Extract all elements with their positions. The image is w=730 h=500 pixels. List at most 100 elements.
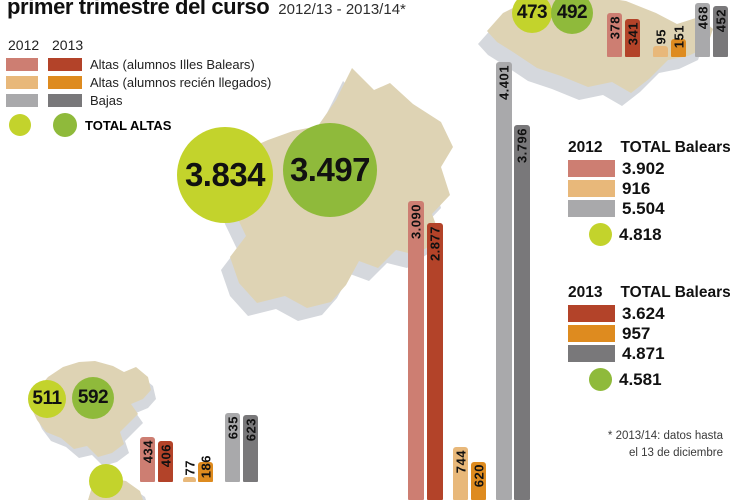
panel-2012-value-1: 916 [622, 178, 651, 198]
mallorca-bar-bajas-2012 [496, 62, 512, 500]
legend-row-3: TOTAL ALTAS [6, 113, 171, 137]
eivissa-bar-altas-ib-2013 [158, 441, 173, 482]
panel-2013-swatch-1 [568, 325, 615, 342]
panel-2012-row-0: 3.902 [568, 158, 665, 178]
panel-2012-title: TOTAL Balears [620, 139, 730, 156]
mallorca-bar-value-altas-ib-2012: 3.090 [408, 204, 424, 240]
panel-2012-row-2: 5.504 [568, 198, 665, 218]
eivissa-bar-altas-recien-2013 [198, 462, 213, 482]
eivissa-bar-bajas-2013 [243, 415, 258, 482]
panel-2013-swatch-2 [568, 345, 615, 362]
legend-label: Altas (alumnos Illes Balears) [90, 57, 255, 72]
title-period: 2012/13 - 2013/14* [278, 1, 406, 18]
panel-2012-swatch-1 [568, 180, 615, 197]
panel-2012-row-1: 916 [568, 178, 651, 198]
eivissa-bar-value-bajas-2012: 635 [225, 416, 240, 440]
eivissa-bar-value-altas-ib-2012: 434 [140, 440, 155, 464]
legend-swatch-2013 [48, 58, 82, 71]
panel-2013-value-2: 4.871 [622, 343, 665, 363]
legend-row-0: Altas (alumnos Illes Balears) [6, 57, 255, 72]
menorca-bar-value-altas-ib-2013: 341 [625, 22, 640, 46]
legend-swatch-2012 [9, 114, 31, 136]
mallorca-bar-bajas-2013 [514, 125, 530, 500]
panel-2012-swatch-2 [568, 200, 615, 217]
panel-2013-year: 2013 [568, 284, 603, 301]
menorca-bar-altas-recien-2012 [653, 46, 668, 57]
menorca-bar-altas-ib-2013 [625, 19, 640, 57]
eivissa-bar-value-altas-recien-2013: 186 [198, 455, 213, 479]
menorca-bar-value-altas-recien-2012: 95 [653, 29, 668, 45]
legend-year-2012: 2012 [8, 37, 40, 53]
panel-2012-header: 2012 TOTAL Balears [568, 139, 730, 157]
menorca-bar-altas-recien-2013 [671, 39, 686, 57]
mallorca-bar-altas-recien-2012 [453, 447, 468, 500]
panel-2013-value-1: 957 [622, 323, 651, 343]
panel-2013-swatch-0 [568, 305, 615, 322]
panel-2012-swatch-3 [589, 223, 612, 246]
legend-swatch-2012 [6, 58, 38, 71]
formentera-total-altas-2012 [89, 464, 123, 498]
panel-2013-row-0: 3.624 [568, 303, 665, 323]
panel-total-balears-2013: 2013 TOTAL Balears 3.624 957 4.871 4.581 [568, 284, 730, 391]
menorca-bar-bajas-2013 [713, 6, 728, 57]
legend-label: Bajas [90, 93, 123, 108]
panel-2013-value-3: 4.581 [619, 369, 662, 389]
menorca-bar-altas-ib-2012 [607, 13, 622, 57]
panel-2012-value-0: 3.902 [622, 158, 665, 178]
legend-swatch-2013 [53, 113, 77, 137]
panel-2013-value-0: 3.624 [622, 303, 665, 323]
eivissa-bar-value-altas-ib-2013: 406 [158, 444, 173, 468]
menorca-bar-value-altas-recien-2013: 151 [671, 25, 686, 49]
mallorca-total-altas-2013: 3.497 [283, 123, 377, 217]
footnote-line-2: el 13 de diciembre [629, 446, 723, 459]
eivissa-bar-value-bajas-2013: 623 [243, 418, 258, 442]
legend-year-2013: 2013 [52, 37, 84, 53]
legend-swatch-2013 [48, 76, 82, 89]
eivissa-total-altas-2013: 592 [72, 377, 114, 419]
legend-swatch-2012 [6, 94, 38, 107]
footnote-line-1: * 2013/14: datos hasta [607, 430, 723, 442]
mallorca-bar-altas-recien-2013 [471, 462, 486, 500]
menorca-bar-value-altas-ib-2012: 378 [607, 16, 622, 40]
panel-2012-row-3: 4.818 [568, 223, 662, 246]
eivissa-bar-value-altas-recien-2012: 77 [182, 460, 197, 476]
legend-row-2: Bajas [6, 93, 123, 108]
legend-label: Altas (alumnos recién llegados) [90, 75, 272, 90]
eivissa-total-altas-2012: 511 [28, 380, 66, 418]
menorca-bar-bajas-2012 [695, 3, 710, 57]
eivissa-bar-altas-recien-2012 [183, 477, 196, 482]
mallorca-total-altas-2012: 3.834 [177, 127, 273, 223]
panel-2012-year: 2012 [568, 139, 603, 156]
menorca-total-altas-2013: 492 [551, 0, 593, 34]
mallorca-bar-altas-ib-2013 [427, 223, 443, 500]
mallorca-bar-altas-ib-2012 [408, 201, 424, 500]
mallorca-bar-value-bajas-2012: 4.401 [496, 65, 512, 101]
mallorca-bar-value-altas-ib-2013: 2.877 [427, 226, 443, 262]
mallorca-bar-value-altas-recien-2013: 620 [471, 464, 486, 488]
panel-2012-value-3: 4.818 [619, 224, 662, 244]
menorca-bar-value-bajas-2012: 468 [695, 6, 710, 30]
menorca-total-altas-2012: 473 [512, 0, 552, 33]
eivissa-bar-altas-ib-2012 [140, 437, 155, 482]
panel-2013-row-1: 957 [568, 323, 651, 343]
panel-2012-swatch-0 [568, 160, 615, 177]
footnote: * 2013/14: datos hasta el 13 de diciembr… [608, 428, 723, 461]
legend-row-1: Altas (alumnos recién llegados) [6, 75, 272, 90]
mallorca-bar-value-bajas-2013: 3.796 [514, 128, 530, 164]
panel-2013-row-3: 4.581 [568, 368, 662, 391]
panel-2013-title: TOTAL Balears [620, 284, 730, 301]
panel-2013-header: 2013 TOTAL Balears [568, 284, 730, 302]
panel-2013-swatch-3 [589, 368, 612, 391]
panel-2013-row-2: 4.871 [568, 343, 665, 363]
legend-label: TOTAL ALTAS [85, 117, 172, 133]
mallorca-bar-value-altas-recien-2012: 744 [453, 450, 468, 474]
page-title: primer trimestre del curso 2012/13 - 201… [7, 0, 406, 20]
legend-swatch-2012 [6, 76, 38, 89]
menorca-bar-value-bajas-2013: 452 [713, 9, 728, 33]
panel-total-balears-2012: 2012 TOTAL Balears 3.902 916 5.504 4.818 [568, 139, 730, 246]
eivissa-bar-bajas-2012 [225, 413, 240, 482]
panel-2012-value-2: 5.504 [622, 198, 665, 218]
legend-swatch-2013 [48, 94, 82, 107]
title-main: primer trimestre del curso [7, 0, 270, 19]
